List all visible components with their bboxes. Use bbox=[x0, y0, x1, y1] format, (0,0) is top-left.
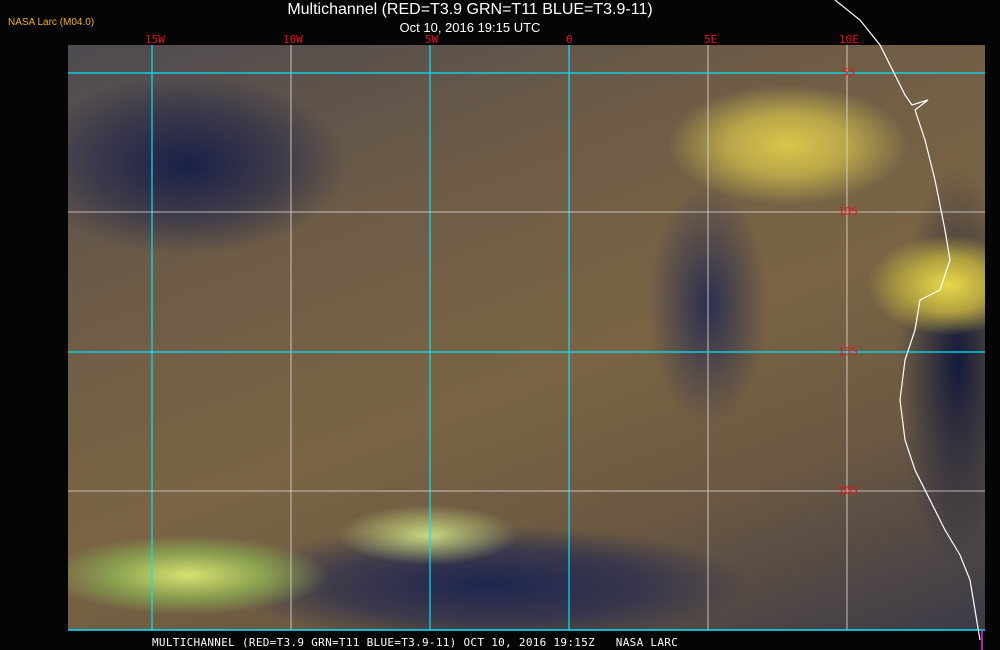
coastline bbox=[834, 0, 981, 641]
lat-label: 10S bbox=[838, 205, 858, 218]
lon-label: 5W bbox=[425, 33, 439, 46]
footer-caption: MULTICHANNEL (RED=T3.9 GRN=T11 BLUE=T3.9… bbox=[152, 636, 679, 649]
image-timestamp: Oct 10, 2016 19:15 UTC bbox=[399, 20, 541, 35]
lon-label: 10E bbox=[839, 33, 859, 46]
lon-label: 5E bbox=[704, 33, 718, 46]
source-badge: NASA Larc (M04.0) bbox=[8, 17, 95, 28]
lon-label: 0 bbox=[566, 33, 573, 46]
lon-label: 10W bbox=[283, 33, 303, 46]
lat-label: 15S bbox=[838, 345, 858, 358]
lon-label: 15W bbox=[145, 33, 165, 46]
image-title: Multichannel (RED=T3.9 GRN=T11 BLUE=T3.9… bbox=[287, 1, 653, 18]
lat-label: 5S bbox=[842, 66, 856, 79]
satellite-imagery bbox=[68, 45, 985, 630]
lat-label: 20S bbox=[838, 484, 858, 497]
